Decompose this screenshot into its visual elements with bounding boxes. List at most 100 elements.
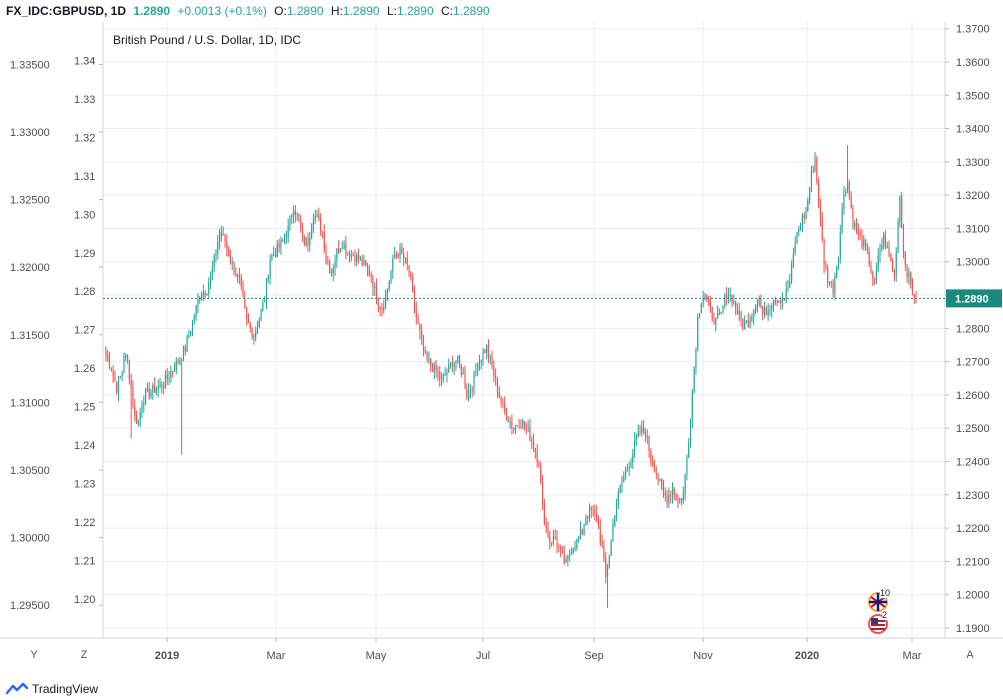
candle-body (139, 411, 141, 421)
symbol-label[interactable]: FX_IDC:GBPUSD, 1D (6, 4, 127, 18)
candle-body (473, 372, 475, 391)
candle-body (754, 310, 757, 312)
candle-body (830, 282, 832, 284)
candle-body (426, 352, 428, 359)
candle-body (480, 359, 482, 362)
candle-body (846, 181, 849, 193)
candle-body (130, 379, 132, 389)
candle-body (852, 207, 854, 228)
candle-body (300, 219, 302, 230)
candle-body (311, 228, 313, 239)
candle-body (343, 243, 345, 248)
candle-body (368, 268, 370, 276)
candle-body (446, 372, 448, 375)
candle-body (904, 251, 906, 265)
inner-axis-label: 1.24 (74, 440, 95, 452)
price-chart[interactable]: 1.3700 1.3600 1.3500 1.3400 1.3300 1.3200 1.31… (0, 0, 1003, 675)
left-axis-scale-button[interactable]: Y (30, 649, 38, 661)
candle-body (789, 281, 791, 288)
candle-body (318, 214, 320, 219)
time-axis-label: Mar (267, 650, 286, 662)
candle-body (439, 373, 441, 380)
candle-body (875, 270, 877, 281)
candle-body (771, 305, 773, 310)
candle-body (123, 357, 125, 373)
candle-body (390, 271, 392, 282)
candle-body (209, 272, 212, 283)
candle-body (614, 515, 616, 526)
tradingview-logo[interactable]: TradingView (6, 678, 98, 700)
candle-body (733, 301, 735, 304)
candle-body (170, 371, 172, 379)
candle-body (644, 432, 647, 437)
candle-body (877, 256, 879, 271)
left-axis-label: 1.33000 (10, 127, 50, 139)
candle-body (330, 272, 333, 274)
candle-body (377, 303, 379, 307)
candle-body (421, 331, 423, 338)
candle-body (868, 251, 870, 265)
candle-body (332, 268, 334, 274)
candle-body (357, 254, 360, 259)
candle-body (271, 255, 273, 261)
zoom-button[interactable]: Z (80, 649, 88, 661)
candle-body (143, 403, 145, 406)
candle-body (404, 258, 407, 260)
candle-body (256, 327, 259, 332)
candle-body (736, 308, 739, 315)
candle-body (718, 313, 720, 315)
candle-body (175, 360, 177, 371)
candle-body (186, 337, 188, 352)
candle-body (590, 507, 592, 511)
candle-body (154, 385, 156, 394)
candle-body (375, 286, 378, 304)
candle-body (507, 419, 509, 423)
candle-body (899, 196, 901, 223)
auto-scale-button[interactable]: A (966, 649, 974, 661)
candle-body (242, 286, 244, 297)
candle-body (612, 525, 614, 541)
candle-body (341, 247, 343, 250)
candle-body (881, 244, 883, 250)
candle-body (816, 158, 818, 182)
grid (103, 22, 945, 638)
candle-body (233, 262, 235, 274)
candle-body (821, 218, 823, 240)
candle-body (419, 323, 421, 332)
candle-body (442, 374, 444, 379)
candle-body (354, 256, 356, 262)
candle-body (664, 492, 666, 496)
candle-body (370, 275, 372, 277)
candle-body (740, 310, 742, 320)
candle-body (372, 276, 374, 288)
candle-body (883, 235, 885, 245)
candle-body (682, 493, 684, 501)
candle-body (845, 192, 847, 194)
candle-body (594, 510, 596, 514)
overlay: British Pound / U.S. Dollar, 1D, IDC 1.28… (103, 33, 1002, 308)
left-axis-label: 1.33500 (10, 59, 50, 71)
candle-body (455, 362, 457, 364)
candle-body (173, 370, 176, 372)
candle-body (347, 252, 349, 254)
candle-body (540, 465, 542, 483)
time-axis-label: 2020 (795, 650, 819, 662)
candle-body (348, 252, 351, 258)
us-events-flag[interactable]: 2 (866, 610, 892, 634)
candle-body (911, 283, 914, 295)
candle-body (684, 474, 686, 494)
uk-events-flag[interactable]: 10 (866, 588, 892, 612)
candle-body (727, 296, 730, 298)
candle-body (585, 516, 587, 525)
candle-body (650, 451, 652, 462)
candle-body (720, 312, 722, 314)
candle-body (841, 209, 843, 233)
candle-body (810, 170, 813, 188)
candle-body (352, 254, 354, 257)
candle-body (848, 181, 850, 196)
candle-body (471, 390, 473, 392)
candle-body (698, 313, 701, 317)
us-events-count: 2 (882, 610, 888, 620)
candle-body (809, 187, 811, 201)
right-axis-label: 1.3100 (956, 223, 990, 235)
